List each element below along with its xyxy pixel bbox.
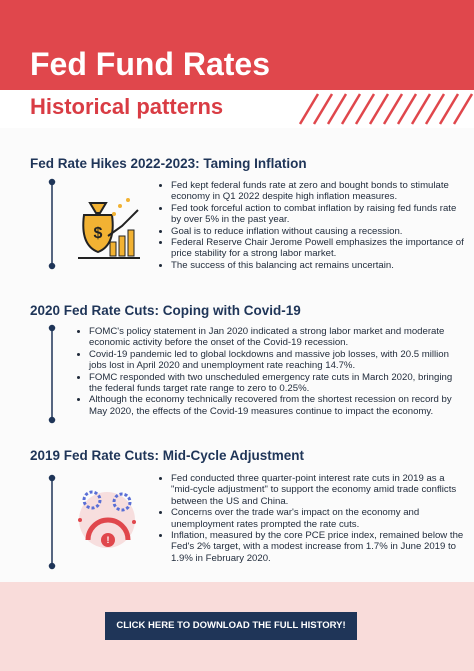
bullet: Federal Reserve Chair Jerome Powell emph… (171, 237, 465, 260)
svg-text:$: $ (94, 225, 103, 242)
bullet: Although the economy technically recover… (89, 394, 463, 417)
section-heading: 2020 Fed Rate Cuts: Coping with Covid-19 (30, 303, 301, 318)
economy-icon: ! (78, 490, 136, 548)
header-band (0, 0, 474, 90)
money-icon: $ (78, 198, 140, 259)
bullet: The success of this balancing act remain… (171, 260, 465, 271)
bullet: Fed took forceful action to combat infla… (171, 203, 465, 226)
bullet-block: FOMC's policy statement in Jan 2020 indi… (78, 326, 463, 417)
bullet: Inflation, measured by the core PCE pric… (171, 530, 465, 564)
bullet: Fed conducted three quarter-point intere… (171, 473, 465, 507)
bullet: Covid-19 pandemic led to global lockdown… (89, 349, 463, 372)
bullet-block: Fed conducted three quarter-point intere… (160, 473, 465, 564)
bullet: Goal is to reduce inflation without caus… (171, 226, 465, 237)
title: Fed Fund Rates (30, 46, 271, 82)
subtitle-band (0, 90, 474, 128)
bullet: FOMC responded with two unscheduled emer… (89, 372, 463, 395)
bullet-block: Fed kept federal funds rate at zero and … (160, 180, 465, 271)
bullet-list: FOMC's policy statement in Jan 2020 indi… (78, 326, 463, 417)
section-heading: 2019 Fed Rate Cuts: Mid-Cycle Adjustment (30, 448, 305, 463)
subtitle: Historical patterns (30, 94, 224, 119)
download-button[interactable]: CLICK HERE TO DOWNLOAD THE FULL HISTORY! (105, 612, 357, 640)
bullet: Fed kept federal funds rate at zero and … (171, 180, 465, 203)
bullet-list: Fed conducted three quarter-point intere… (160, 473, 465, 564)
bullet: FOMC's policy statement in Jan 2020 indi… (89, 326, 463, 349)
bullet-list: Fed kept federal funds rate at zero and … (160, 180, 465, 271)
section-heading: Fed Rate Hikes 2022-2023: Taming Inflati… (30, 156, 307, 171)
svg-text:!: ! (107, 535, 110, 545)
bullet: Concerns over the trade war's impact on … (171, 507, 465, 530)
